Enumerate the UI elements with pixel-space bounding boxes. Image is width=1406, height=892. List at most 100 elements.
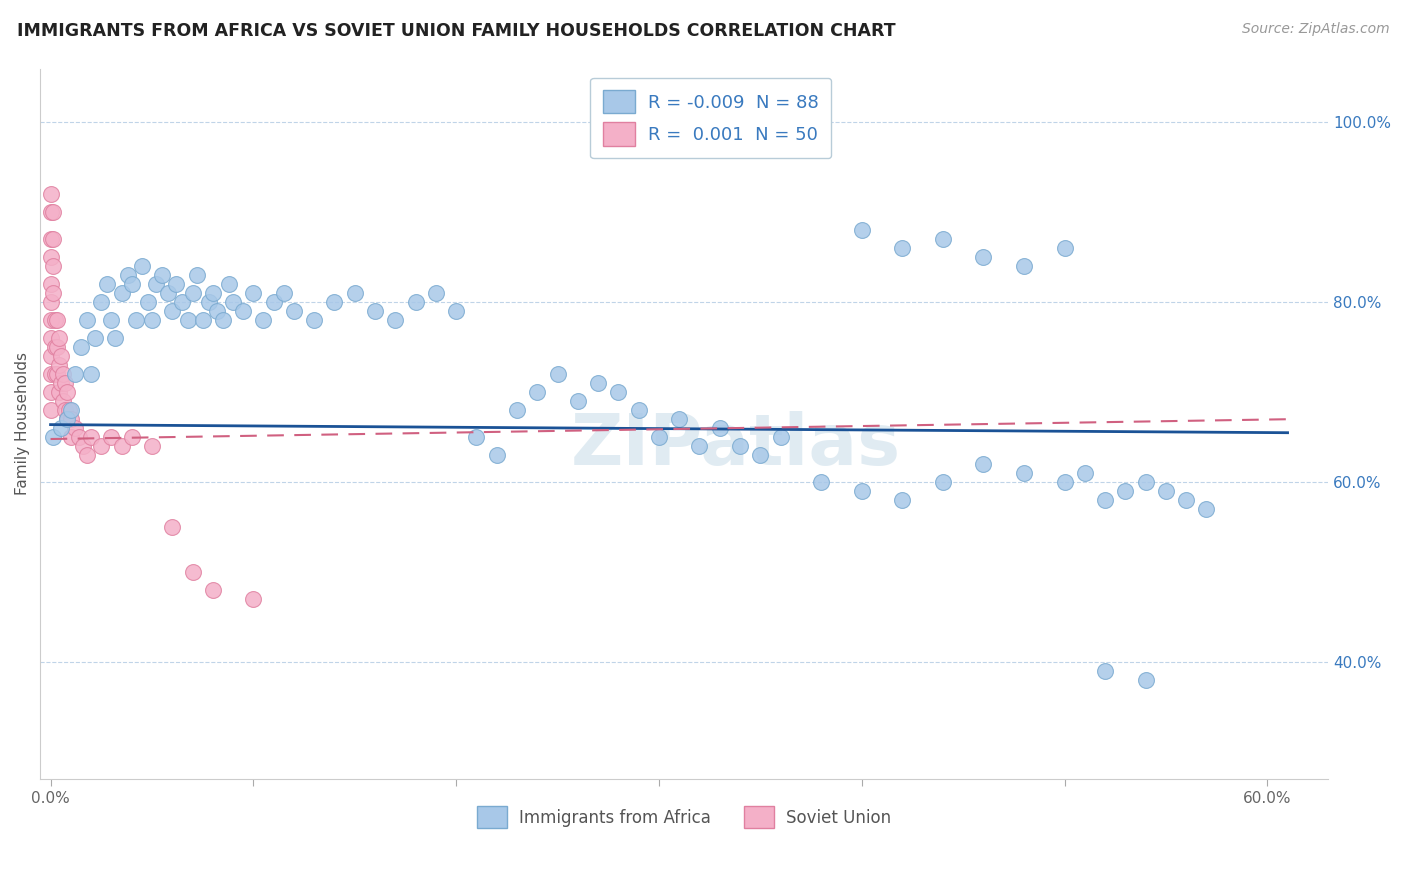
Point	[851, 223, 873, 237]
Point	[90, 439, 112, 453]
Point	[80, 430, 103, 444]
Point	[302, 313, 325, 327]
Point	[53, 376, 76, 391]
Point	[425, 286, 447, 301]
Point	[668, 412, 690, 426]
Point	[218, 277, 240, 292]
Point	[252, 313, 274, 327]
Point	[39, 187, 62, 202]
Point	[48, 385, 70, 400]
Point	[242, 286, 264, 301]
Point	[70, 340, 93, 354]
Point	[932, 475, 955, 490]
Point	[160, 304, 183, 318]
Point	[110, 286, 132, 301]
Point	[44, 368, 66, 382]
Point	[59, 403, 82, 417]
Point	[405, 295, 427, 310]
Point	[39, 349, 62, 363]
Point	[39, 232, 62, 246]
Point	[364, 304, 387, 318]
Point	[41, 232, 63, 246]
Point	[39, 403, 62, 417]
Point	[323, 295, 346, 310]
Point	[49, 421, 72, 435]
Point	[53, 403, 76, 417]
Point	[273, 286, 295, 301]
Point	[972, 457, 994, 471]
Point	[172, 295, 194, 310]
Point	[45, 313, 67, 327]
Point	[150, 268, 173, 283]
Text: IMMIGRANTS FROM AFRICA VS SOVIET UNION FAMILY HOUSEHOLDS CORRELATION CHART: IMMIGRANTS FROM AFRICA VS SOVIET UNION F…	[17, 22, 896, 40]
Point	[891, 241, 914, 255]
Point	[506, 403, 529, 417]
Point	[121, 430, 143, 444]
Point	[41, 205, 63, 219]
Point	[48, 331, 70, 345]
Point	[41, 260, 63, 274]
Point	[110, 439, 132, 453]
Point	[181, 565, 204, 579]
Point	[55, 412, 77, 426]
Point	[1053, 241, 1076, 255]
Point	[567, 394, 589, 409]
Point	[201, 286, 224, 301]
Point	[136, 295, 159, 310]
Point	[891, 493, 914, 508]
Point	[157, 286, 180, 301]
Point	[728, 439, 751, 453]
Point	[1094, 493, 1116, 508]
Point	[586, 376, 609, 391]
Point	[100, 430, 122, 444]
Point	[41, 286, 63, 301]
Point	[58, 403, 80, 417]
Text: Source: ZipAtlas.com: Source: ZipAtlas.com	[1241, 22, 1389, 37]
Point	[181, 286, 204, 301]
Point	[100, 313, 122, 327]
Point	[242, 592, 264, 607]
Point	[45, 340, 67, 354]
Point	[90, 295, 112, 310]
Point	[145, 277, 167, 292]
Point	[39, 251, 62, 265]
Point	[607, 385, 630, 400]
Point	[1094, 664, 1116, 678]
Point	[283, 304, 305, 318]
Point	[39, 313, 62, 327]
Point	[232, 304, 254, 318]
Point	[526, 385, 548, 400]
Point	[141, 313, 163, 327]
Point	[932, 232, 955, 246]
Point	[444, 304, 467, 318]
Point	[96, 277, 118, 292]
Point	[39, 277, 62, 292]
Point	[125, 313, 148, 327]
Point	[222, 295, 245, 310]
Legend: Immigrants from Africa, Soviet Union: Immigrants from Africa, Soviet Union	[471, 800, 898, 835]
Point	[49, 376, 72, 391]
Point	[186, 268, 208, 283]
Point	[80, 368, 103, 382]
Point	[1114, 484, 1136, 499]
Point	[55, 412, 77, 426]
Point	[709, 421, 731, 435]
Point	[160, 520, 183, 534]
Point	[131, 260, 153, 274]
Point	[1053, 475, 1076, 490]
Point	[117, 268, 139, 283]
Point	[45, 368, 67, 382]
Point	[67, 430, 90, 444]
Point	[39, 331, 62, 345]
Point	[627, 403, 650, 417]
Point	[1195, 502, 1218, 516]
Point	[1012, 466, 1035, 480]
Point	[63, 421, 86, 435]
Point	[39, 205, 62, 219]
Point	[39, 295, 62, 310]
Point	[1135, 673, 1157, 687]
Point	[769, 430, 792, 444]
Point	[485, 448, 508, 462]
Point	[749, 448, 772, 462]
Point	[49, 349, 72, 363]
